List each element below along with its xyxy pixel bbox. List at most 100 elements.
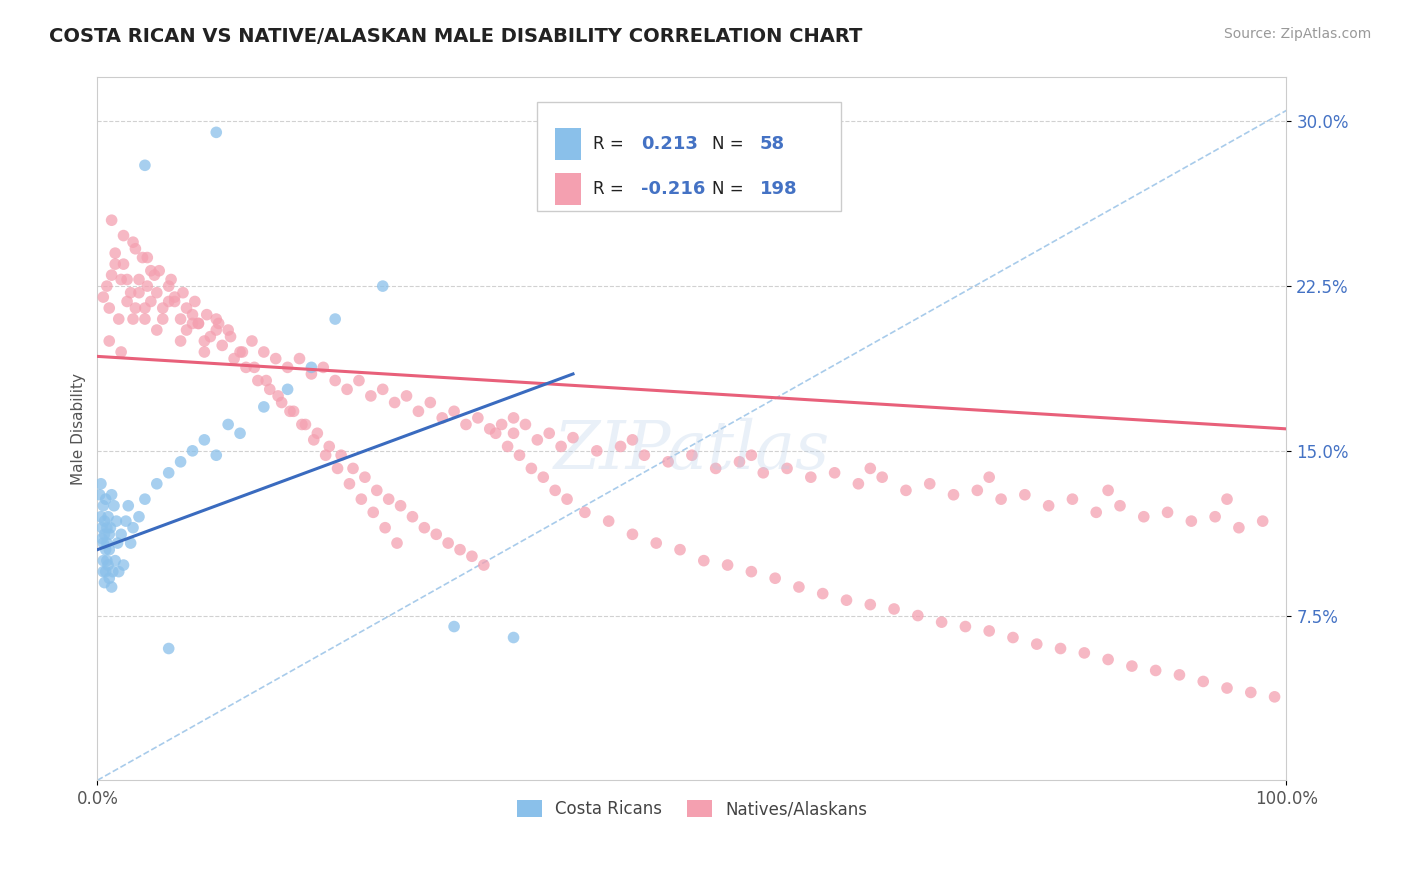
Point xyxy=(157,466,180,480)
Point xyxy=(181,317,204,331)
Point xyxy=(716,558,738,572)
Point xyxy=(1001,631,1024,645)
Point xyxy=(883,602,905,616)
Y-axis label: Male Disability: Male Disability xyxy=(72,373,86,485)
Point xyxy=(323,374,346,388)
Point xyxy=(776,461,799,475)
Point xyxy=(609,439,631,453)
Point xyxy=(89,488,111,502)
Point xyxy=(91,521,114,535)
Point xyxy=(502,410,524,425)
Point xyxy=(740,448,762,462)
Point xyxy=(124,242,146,256)
Point xyxy=(90,509,112,524)
Point xyxy=(107,565,129,579)
Point xyxy=(1264,690,1286,704)
Point xyxy=(728,455,751,469)
Point xyxy=(1156,505,1178,519)
Point xyxy=(152,301,174,315)
Point xyxy=(93,575,115,590)
Point xyxy=(103,499,125,513)
Point xyxy=(291,417,314,432)
Point xyxy=(371,382,394,396)
Point xyxy=(979,624,1001,638)
Point xyxy=(240,334,263,348)
Point xyxy=(366,483,388,498)
Point xyxy=(91,554,114,568)
Point xyxy=(966,483,988,498)
Point xyxy=(918,476,941,491)
Point xyxy=(1073,646,1095,660)
Point xyxy=(169,455,191,469)
Point xyxy=(1014,488,1036,502)
Point xyxy=(461,549,484,564)
Point xyxy=(139,264,162,278)
Point xyxy=(93,527,115,541)
Point xyxy=(229,345,252,359)
Point xyxy=(235,360,257,375)
Point xyxy=(1038,499,1060,513)
Point xyxy=(574,505,596,519)
Point xyxy=(115,272,138,286)
Point xyxy=(94,542,117,557)
Point xyxy=(163,290,186,304)
Point xyxy=(205,323,228,337)
Point xyxy=(942,488,965,502)
Point xyxy=(538,426,561,441)
Point xyxy=(122,235,145,249)
Point xyxy=(110,527,132,541)
Point xyxy=(835,593,858,607)
Point xyxy=(531,470,554,484)
Point xyxy=(146,323,169,337)
Point xyxy=(128,272,150,286)
Point xyxy=(1180,514,1202,528)
Point xyxy=(342,461,364,475)
Point xyxy=(377,492,399,507)
Point xyxy=(193,334,215,348)
Point xyxy=(110,345,132,359)
Point xyxy=(143,268,166,282)
Text: N =: N = xyxy=(711,136,749,153)
Point xyxy=(134,301,156,315)
Point xyxy=(449,542,471,557)
Point xyxy=(931,615,953,629)
Point xyxy=(181,443,204,458)
Point xyxy=(112,558,135,572)
Point xyxy=(907,608,929,623)
Point xyxy=(669,542,692,557)
Point xyxy=(243,360,266,375)
Point xyxy=(91,290,114,304)
Point xyxy=(374,521,396,535)
Point xyxy=(134,492,156,507)
Point xyxy=(278,404,301,418)
Point xyxy=(657,455,679,469)
Point xyxy=(323,312,346,326)
Point xyxy=(98,527,121,541)
Point xyxy=(307,426,329,441)
Point xyxy=(259,382,281,396)
Point xyxy=(371,279,394,293)
Point xyxy=(633,448,655,462)
Point xyxy=(253,345,276,359)
Point xyxy=(288,351,311,366)
Point xyxy=(160,272,183,286)
Point xyxy=(443,619,465,633)
Point xyxy=(217,323,239,337)
Point xyxy=(508,448,530,462)
Point xyxy=(1097,652,1119,666)
Point xyxy=(347,374,370,388)
Point xyxy=(110,272,132,286)
Point xyxy=(401,509,423,524)
Point xyxy=(425,527,447,541)
Point xyxy=(217,417,239,432)
Point xyxy=(254,374,277,388)
Point xyxy=(91,536,114,550)
Point xyxy=(824,466,846,480)
Point xyxy=(205,448,228,462)
Point xyxy=(443,404,465,418)
Point xyxy=(120,536,142,550)
Point xyxy=(193,433,215,447)
Point xyxy=(148,264,170,278)
Point xyxy=(100,580,122,594)
Point xyxy=(120,285,142,300)
